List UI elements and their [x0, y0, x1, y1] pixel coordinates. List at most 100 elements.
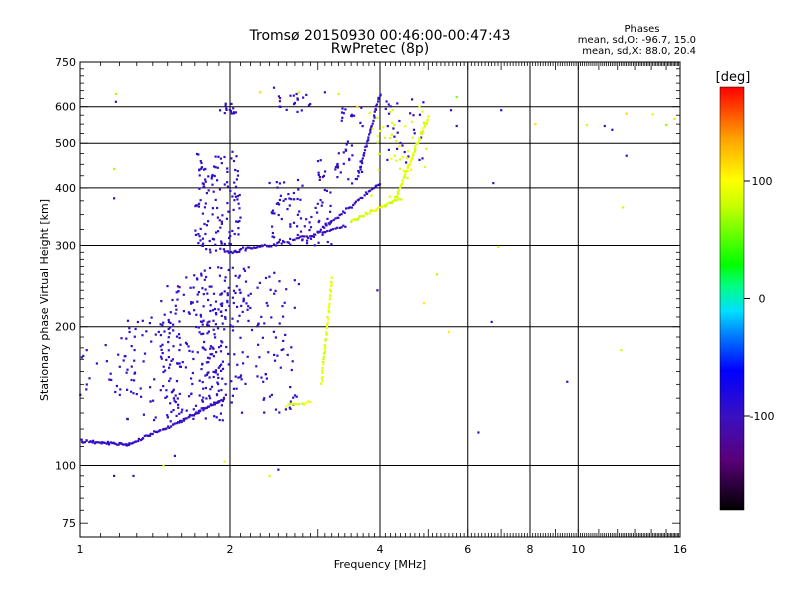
data-point	[397, 197, 400, 200]
data-point	[296, 178, 300, 182]
data-point	[328, 288, 332, 291]
data-point	[159, 355, 163, 358]
data-point	[622, 206, 625, 209]
data-point	[108, 443, 111, 446]
data-point	[209, 353, 212, 356]
data-point	[160, 300, 163, 303]
data-point	[162, 321, 165, 324]
data-point	[105, 442, 108, 445]
data-point	[477, 431, 480, 434]
data-point	[200, 407, 203, 410]
data-point	[218, 400, 221, 403]
data-point	[326, 240, 329, 244]
data-point	[113, 167, 116, 170]
data-point	[406, 169, 409, 172]
data-point	[197, 233, 200, 236]
data-point	[227, 268, 230, 272]
data-point	[422, 127, 425, 130]
data-point	[216, 373, 219, 376]
data-point	[104, 344, 107, 347]
data-point	[294, 402, 297, 405]
data-point	[199, 320, 203, 323]
data-point	[340, 119, 343, 122]
data-point	[293, 279, 296, 282]
data-point	[174, 304, 177, 307]
data-point	[218, 274, 221, 277]
data-point	[299, 235, 302, 238]
data-point	[266, 304, 269, 307]
data-point	[412, 152, 415, 155]
data-point	[287, 403, 290, 406]
data-point	[276, 354, 279, 357]
data-point	[254, 246, 257, 249]
data-point	[328, 302, 331, 306]
data-point	[213, 401, 216, 404]
data-point	[327, 309, 330, 312]
data-point	[207, 371, 210, 374]
data-point	[251, 247, 254, 250]
data-point	[585, 123, 588, 127]
data-point	[390, 133, 393, 136]
data-point	[371, 122, 374, 125]
data-point	[281, 305, 284, 308]
data-point	[209, 404, 213, 407]
data-point	[435, 273, 438, 276]
data-point	[321, 371, 324, 375]
data-point	[276, 186, 279, 189]
data-point	[140, 395, 143, 398]
data-point	[326, 321, 329, 324]
data-point	[301, 235, 304, 238]
data-point	[173, 422, 176, 425]
data-point	[273, 292, 276, 295]
data-point	[395, 199, 398, 202]
data-point	[208, 266, 212, 270]
data-point	[193, 274, 196, 277]
data-point	[405, 161, 408, 164]
x-tick-label: 8	[527, 543, 534, 556]
data-point	[247, 266, 250, 269]
data-point	[190, 377, 193, 380]
data-point	[111, 442, 114, 445]
data-point	[82, 354, 85, 357]
data-point	[321, 376, 324, 379]
data-point	[375, 103, 378, 106]
data-point	[350, 114, 353, 118]
data-point	[177, 333, 181, 336]
data-point	[196, 204, 199, 207]
data-point	[162, 365, 165, 368]
data-point	[167, 320, 171, 324]
data-point	[220, 266, 223, 270]
data-point	[273, 212, 276, 215]
phase-stats-title: Phases	[624, 24, 659, 35]
data-point	[370, 188, 374, 191]
data-point	[133, 372, 136, 375]
data-point	[387, 103, 390, 106]
data-point	[386, 158, 389, 161]
data-point	[109, 372, 112, 375]
data-point	[364, 211, 367, 214]
data-point	[307, 400, 310, 403]
data-point	[118, 441, 121, 445]
data-point	[148, 434, 152, 437]
data-point	[307, 104, 311, 107]
data-point	[175, 291, 178, 294]
data-point	[312, 235, 315, 238]
data-point	[168, 379, 171, 383]
data-point	[325, 189, 328, 192]
data-point	[199, 313, 202, 316]
data-point	[220, 310, 223, 313]
data-point	[230, 157, 233, 160]
data-point	[347, 178, 350, 181]
data-point	[167, 318, 170, 322]
data-point	[379, 93, 382, 96]
data-point	[116, 443, 119, 446]
data-point	[127, 443, 131, 447]
data-point	[387, 148, 390, 151]
data-point	[414, 149, 417, 152]
data-point	[377, 206, 380, 209]
data-point	[356, 218, 359, 221]
data-point	[301, 239, 304, 242]
data-point	[289, 223, 292, 226]
data-point	[220, 389, 223, 392]
data-point	[237, 227, 240, 230]
